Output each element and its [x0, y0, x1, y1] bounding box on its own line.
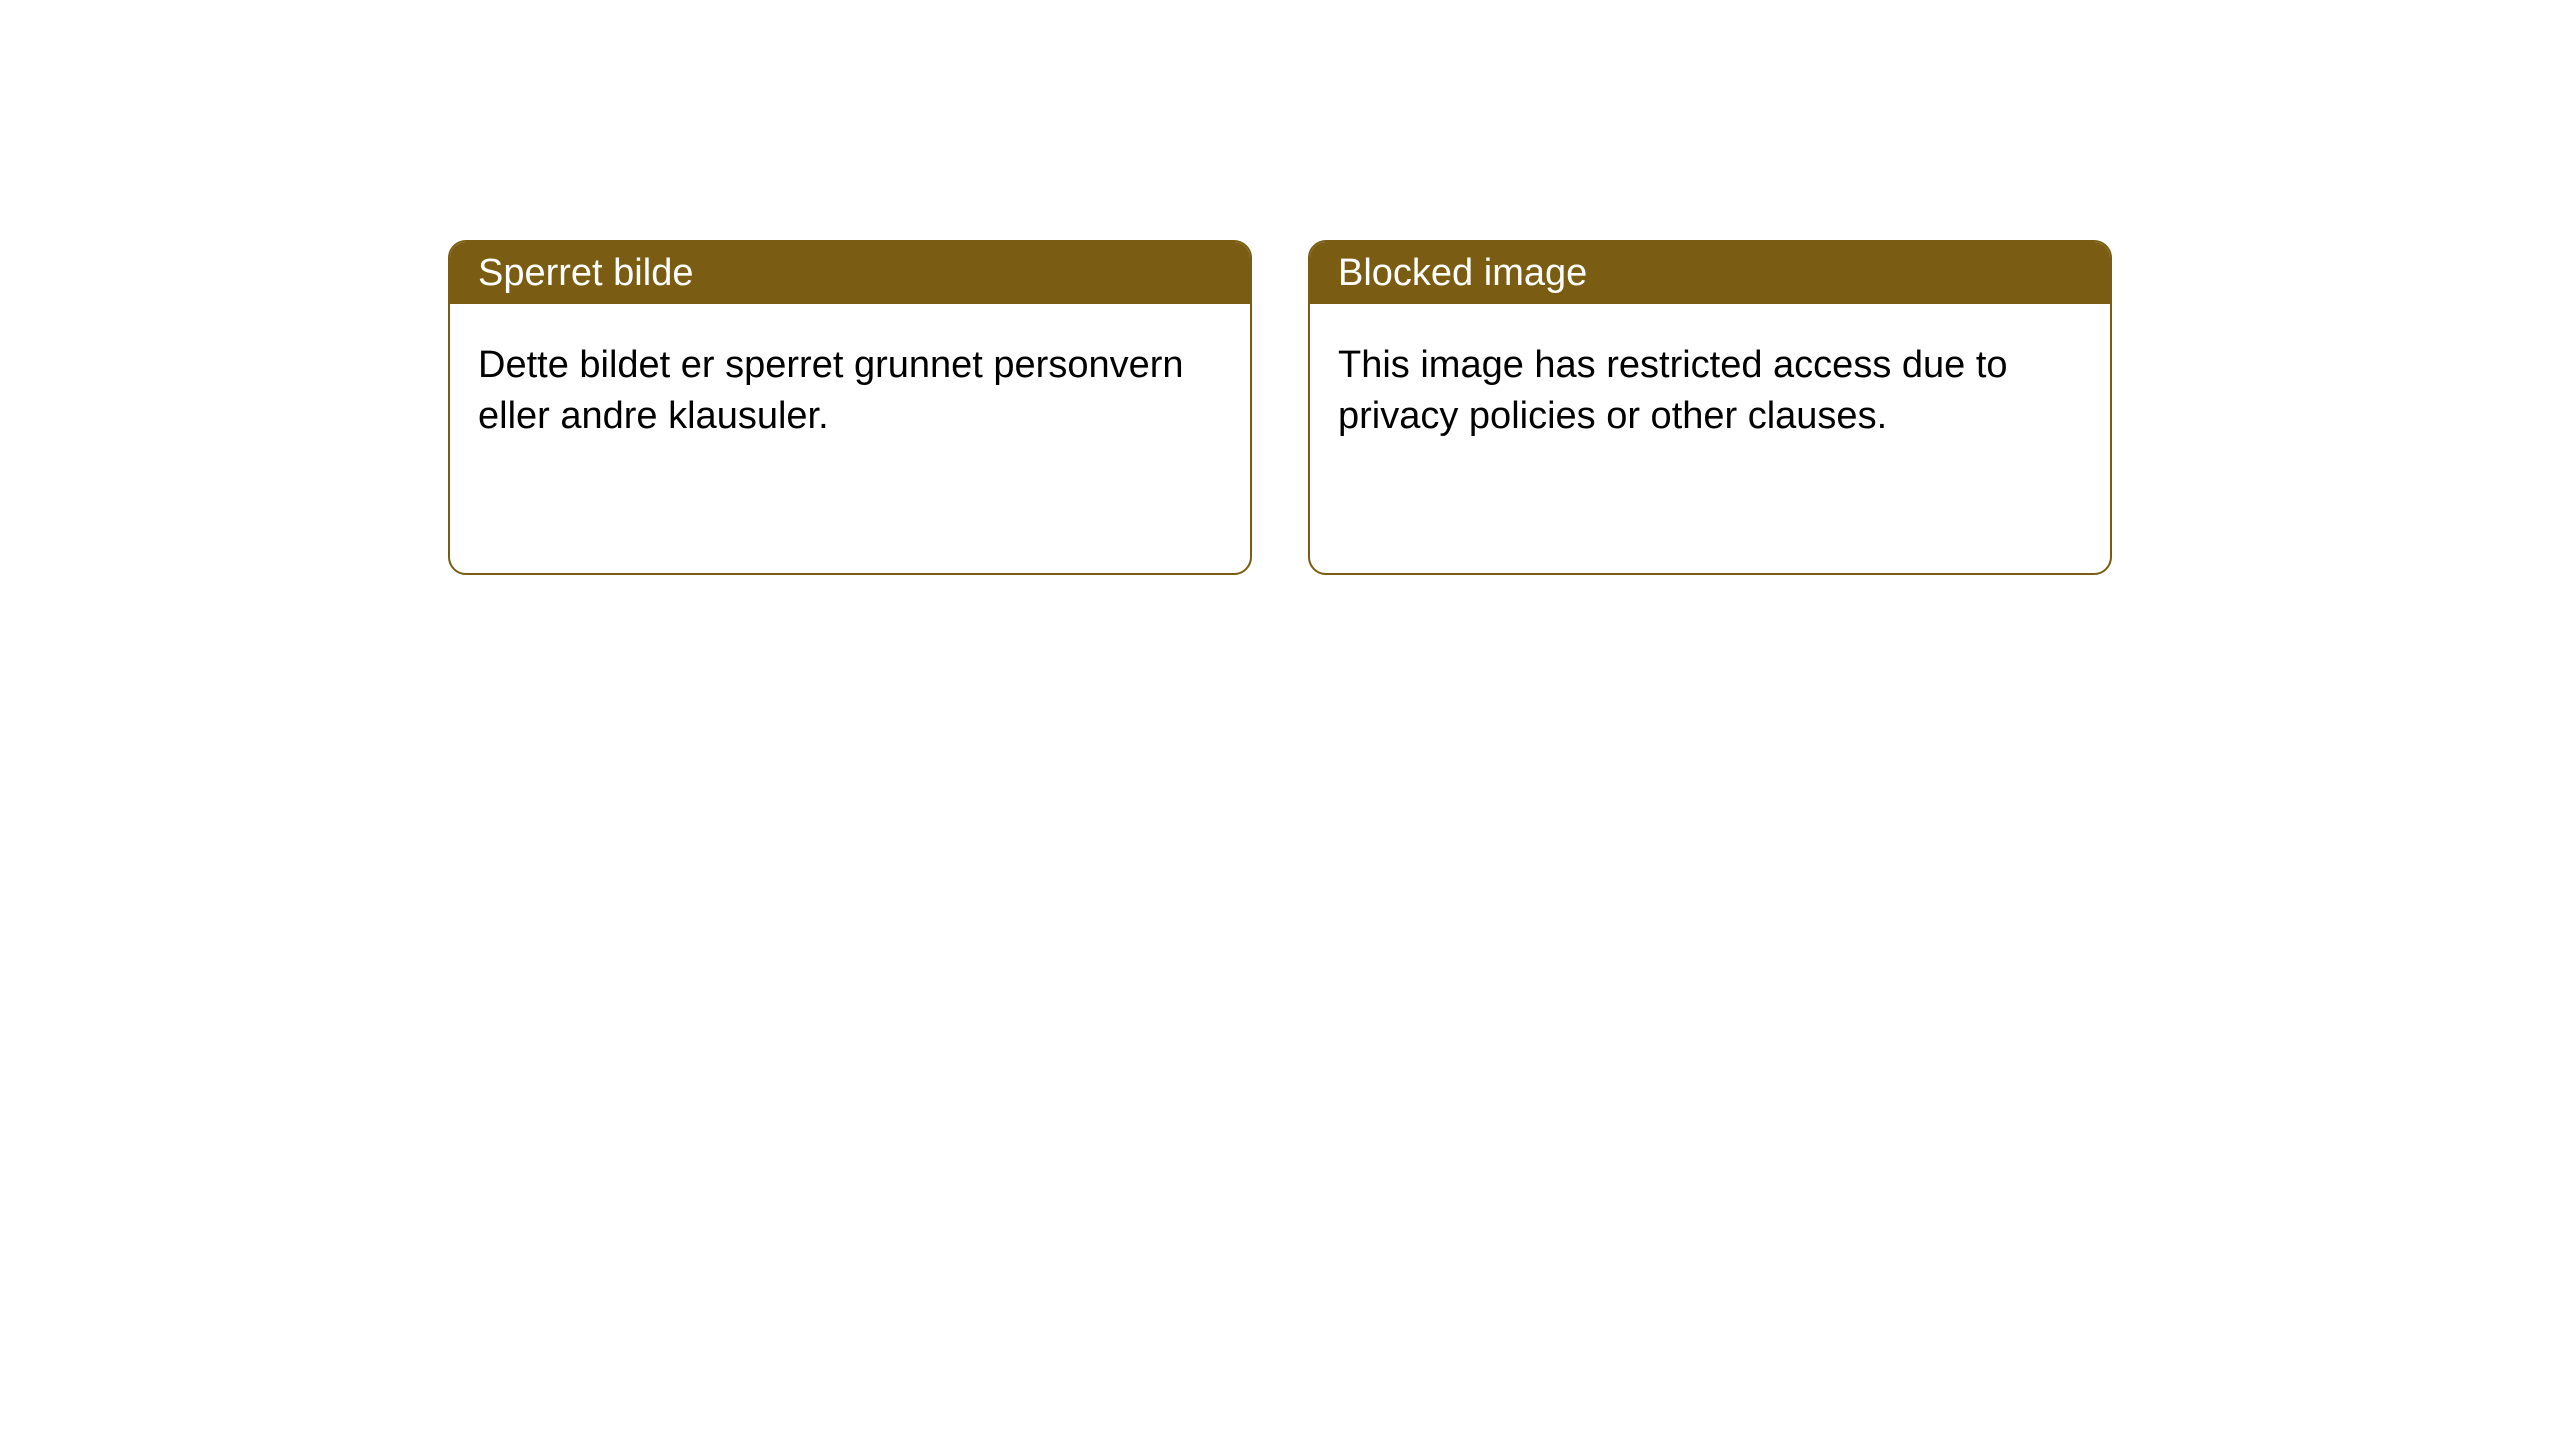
notice-box-norwegian: Sperret bilde Dette bildet er sperret gr…	[448, 240, 1252, 575]
notice-body-text: This image has restricted access due to …	[1338, 344, 2008, 437]
notice-box-english: Blocked image This image has restricted …	[1308, 240, 2112, 575]
notice-header: Blocked image	[1310, 242, 2110, 304]
notice-header: Sperret bilde	[450, 242, 1250, 304]
notice-title: Blocked image	[1338, 252, 1587, 295]
notice-title: Sperret bilde	[478, 252, 693, 295]
notice-body: This image has restricted access due to …	[1310, 304, 2110, 479]
notice-body: Dette bildet er sperret grunnet personve…	[450, 304, 1250, 479]
notice-body-text: Dette bildet er sperret grunnet personve…	[478, 344, 1184, 437]
notice-container: Sperret bilde Dette bildet er sperret gr…	[0, 0, 2560, 575]
